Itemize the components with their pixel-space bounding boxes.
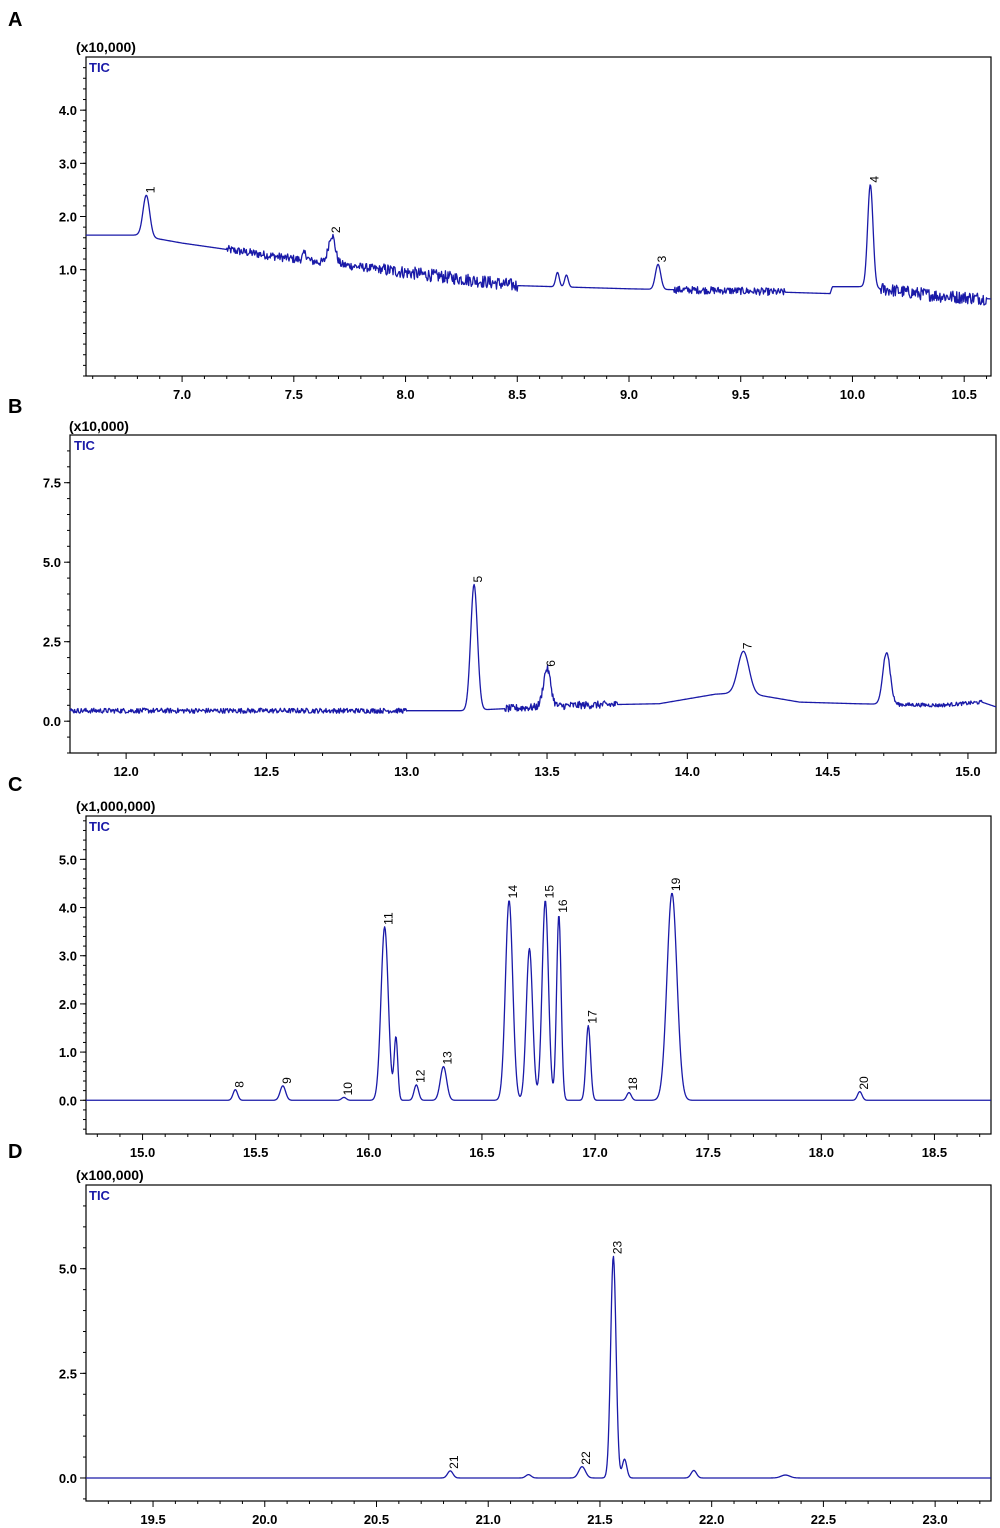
scale-label-a: (x10,000) [76, 39, 136, 55]
y-tick-label-a: 2.0 [59, 210, 77, 225]
x-tick-label-b: 13.0 [394, 764, 419, 779]
x-tick-label-a: 10.5 [952, 387, 977, 402]
y-tick-label-d: 2.5 [59, 1366, 77, 1381]
x-tick-label-a: 8.5 [508, 387, 526, 402]
x-tick-label-d: 20.0 [252, 1512, 277, 1527]
peak-label-a: 4 [867, 176, 881, 183]
scale-label-b: (x10,000) [69, 418, 129, 434]
plot-area-b: 12.0 12.5 13.0 13.5 14.0 14.5 15.0 0.0 2.5 5.0 7.5… [43, 450, 997, 779]
peak-label-c: 20 [857, 1076, 871, 1090]
x-tick-label-b: 15.0 [955, 764, 980, 779]
plot-area-c: 15.0 15.5 16.0 16.5 17.0 17.5 18.0 18.5 0.0 1.0 2.… [59, 820, 991, 1160]
y-tick-label-b: 5.0 [43, 555, 61, 570]
x-tick-label-a: 7.0 [173, 387, 191, 402]
tic-trace-d [86, 1255, 991, 1479]
y-tick-label-c: 1.0 [59, 1045, 77, 1060]
x-tick-label-c: 16.5 [469, 1145, 494, 1160]
x-tick-label-a: 8.0 [397, 387, 415, 402]
x-tick-label-c: 16.0 [356, 1145, 381, 1160]
x-tick-label-b: 13.5 [534, 764, 559, 779]
tic-label-b: TIC [74, 438, 96, 453]
peak-label-a: 2 [329, 226, 343, 233]
x-tick-label-d: 22.0 [699, 1512, 724, 1527]
peak-label-b: 6 [544, 660, 558, 667]
peak-label-c: 17 [585, 1010, 599, 1024]
panel-a: A (x10,000) TIC 7.0 7.5 8.0 8.5 9.0 9.5 10.0 10… [8, 9, 992, 402]
x-tick-label-c: 15.0 [130, 1145, 155, 1160]
peak-label-c: 19 [669, 877, 683, 891]
tic-label-d: TIC [89, 1188, 111, 1203]
peak-label-a: 3 [655, 255, 669, 262]
x-tick-label-a: 9.0 [620, 387, 638, 402]
y-tick-label-c: 2.0 [59, 997, 77, 1012]
x-tick-label-b: 12.5 [254, 764, 279, 779]
x-tick-label-d: 22.5 [811, 1512, 836, 1527]
plot-area-a: 7.0 7.5 8.0 8.5 9.0 9.5 10.0 10.5 1.0 2.0 3.0 4.0 1 2… [59, 67, 992, 402]
tic-label-c: TIC [89, 819, 111, 834]
tic-trace-a [86, 184, 992, 306]
y-tick-label-c: 0.0 [59, 1093, 77, 1108]
x-tick-label-a: 7.5 [285, 387, 303, 402]
peak-label-c: 18 [626, 1077, 640, 1091]
peak-label-c: 10 [341, 1082, 355, 1096]
x-tick-label-b: 14.0 [675, 764, 700, 779]
peak-label-c: 14 [506, 885, 520, 899]
peak-label-c: 15 [542, 885, 556, 899]
plot-area-d: 19.5 20.0 20.5 21.0 21.5 22.0 22.5 23.0 0.0 2.5 5.… [59, 1205, 991, 1527]
x-tick-label-d: 21.5 [587, 1512, 612, 1527]
y-tick-label-b: 2.5 [43, 635, 61, 650]
x-tick-label-a: 10.0 [840, 387, 865, 402]
peak-label-a: 1 [143, 186, 157, 193]
x-tick-label-d: 23.0 [922, 1512, 947, 1527]
peak-label-c: 11 [382, 912, 396, 925]
peak-label-c: 8 [232, 1081, 246, 1088]
peak-label-c: 9 [280, 1077, 294, 1084]
x-tick-label-c: 15.5 [243, 1145, 268, 1160]
panel-d: D (x100,000) TIC 19.5 20.0 20.5 21.0 21.5 22.… [8, 1141, 992, 1527]
peak-label-c: 13 [440, 1051, 454, 1065]
tic-trace-c [86, 892, 991, 1101]
x-tick-label-a: 9.5 [732, 387, 750, 402]
panel-letter-b: B [8, 396, 22, 418]
y-tick-label-c: 3.0 [59, 949, 77, 964]
x-tick-label-c: 18.0 [809, 1145, 834, 1160]
x-tick-label-b: 12.0 [113, 764, 138, 779]
x-tick-label-b: 14.5 [815, 764, 840, 779]
y-tick-label-b: 7.5 [43, 476, 61, 491]
y-tick-label-c: 4.0 [59, 901, 77, 916]
x-tick-label-c: 17.0 [582, 1145, 607, 1160]
panel-letter-d: D [8, 1141, 22, 1163]
y-tick-label-a: 4.0 [59, 103, 77, 118]
peak-label-d: 22 [579, 1451, 593, 1465]
peak-label-d: 21 [447, 1455, 461, 1469]
x-tick-label-c: 18.5 [922, 1145, 947, 1160]
y-tick-label-d: 0.0 [59, 1471, 77, 1486]
scale-label-c: (x1,000,000) [76, 798, 155, 814]
peak-label-c: 16 [556, 899, 570, 913]
plot-frame-d [85, 1184, 992, 1502]
y-tick-label-a: 3.0 [59, 156, 77, 171]
x-tick-label-d: 19.5 [140, 1512, 165, 1527]
y-tick-label-a: 1.0 [59, 263, 77, 278]
y-tick-label-b: 0.0 [43, 714, 61, 729]
panel-c: C (x1,000,000) TIC 15.0 15.5 16.0 16.5 17.0 1… [8, 774, 992, 1160]
panel-b: B (x10,000) TIC 12.0 12.5 13.0 13.5 14.0 14.5… [8, 396, 997, 779]
panel-letter-a: A [8, 9, 22, 31]
y-tick-label-d: 5.0 [59, 1262, 77, 1277]
peak-label-c: 12 [413, 1069, 427, 1083]
peak-label-b: 7 [740, 642, 754, 649]
tic-trace-b [69, 583, 997, 714]
x-tick-label-c: 17.5 [696, 1145, 721, 1160]
peak-label-b: 5 [471, 575, 485, 582]
tic-label-a: TIC [89, 60, 111, 75]
x-tick-label-d: 21.0 [476, 1512, 501, 1527]
peak-label-d: 23 [610, 1240, 624, 1254]
y-tick-label-c: 5.0 [59, 852, 77, 867]
panel-letter-c: C [8, 774, 22, 796]
x-tick-label-d: 20.5 [364, 1512, 389, 1527]
scale-label-d: (x100,000) [76, 1167, 144, 1183]
